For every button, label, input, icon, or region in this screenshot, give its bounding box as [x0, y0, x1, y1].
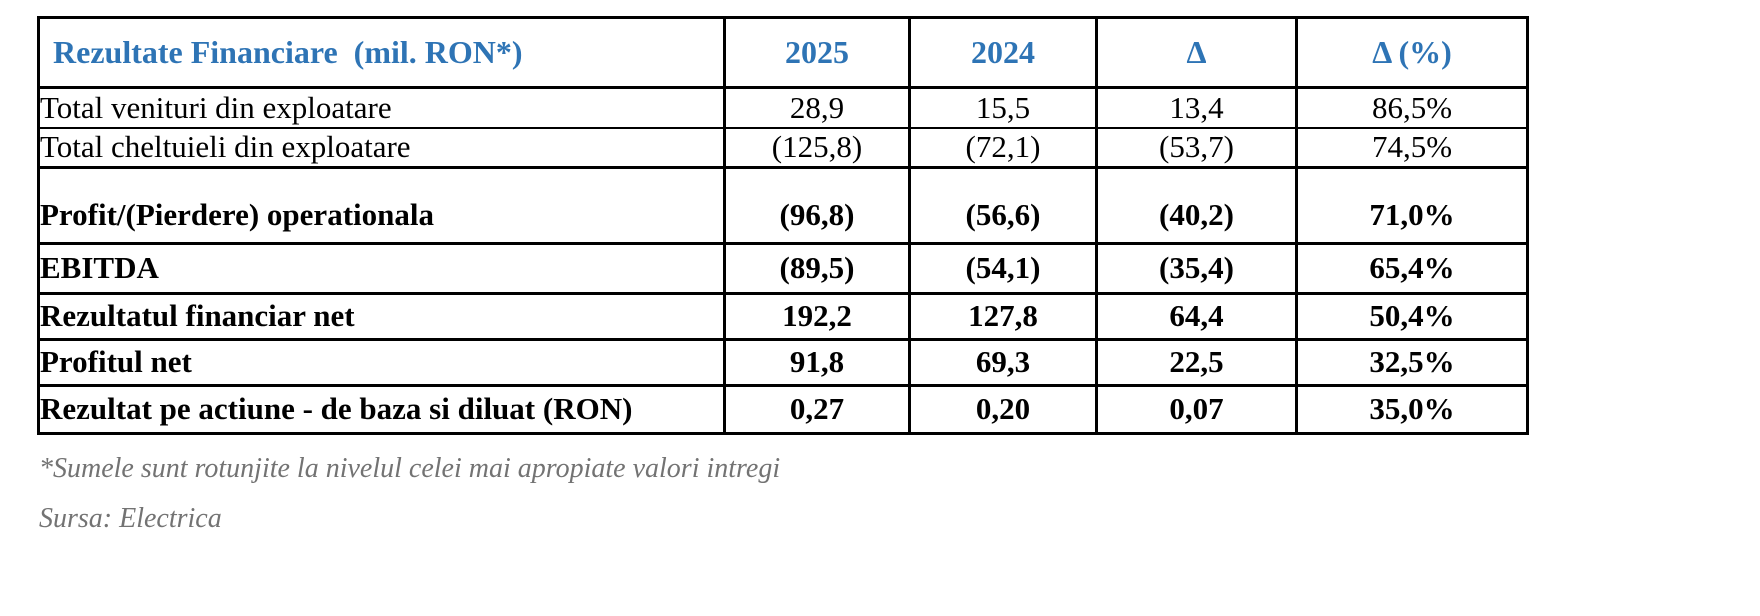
- content-area: Rezultate Financiare (mil. RON*) 2025 20…: [37, 16, 1529, 535]
- table-row: Profit/(Pierdere) operationala (96,8) (5…: [37, 166, 1529, 245]
- col-header-2025: 2025: [723, 16, 911, 89]
- table-row: Rezultatul financiar net 192,2 127,8 64,…: [37, 292, 1529, 341]
- cell-delta-pct: 65,4%: [1295, 242, 1529, 295]
- cell-2024: (72,1): [908, 126, 1098, 169]
- row-label: Total cheltuieli din exploatare: [37, 126, 726, 169]
- cell-2024: (54,1): [908, 242, 1098, 295]
- cell-delta: 64,4: [1095, 292, 1298, 341]
- cell-delta-pct: 50,4%: [1295, 292, 1529, 341]
- row-label: EBITDA: [37, 242, 726, 295]
- cell-delta: 13,4: [1095, 86, 1298, 129]
- cell-2025: (89,5): [723, 242, 911, 295]
- cell-2024: 69,3: [908, 338, 1098, 387]
- row-label: Profitul net: [37, 338, 726, 387]
- table-row: EBITDA (89,5) (54,1) (35,4) 65,4%: [37, 242, 1529, 295]
- cell-2025: 192,2: [723, 292, 911, 341]
- table-title: Rezultate Financiare (mil. RON*): [37, 16, 726, 89]
- cell-delta: (40,2): [1095, 166, 1298, 245]
- cell-2025: (96,8): [723, 166, 911, 245]
- rounding-footnote: *Sumele sunt rotunjite la nivelul celei …: [39, 453, 781, 484]
- row-label: Rezultat pe actiune - de baza si diluat …: [37, 384, 726, 435]
- cell-delta-pct: 32,5%: [1295, 338, 1529, 387]
- cell-2024: 0,20: [908, 384, 1098, 435]
- cell-2025: 28,9: [723, 86, 911, 129]
- table-row: Total venituri din exploatare 28,9 15,5 …: [37, 86, 1529, 129]
- table-row: Total cheltuieli din exploatare (125,8) …: [37, 126, 1529, 169]
- table-row: Profitul net 91,8 69,3 22,5 32,5%: [37, 338, 1529, 387]
- cell-delta: (35,4): [1095, 242, 1298, 295]
- col-header-delta: Δ: [1095, 16, 1298, 89]
- cell-delta: 22,5: [1095, 338, 1298, 387]
- cell-delta-pct: 74,5%: [1295, 126, 1529, 169]
- cell-delta: (53,7): [1095, 126, 1298, 169]
- col-header-delta-pct: Δ (%): [1295, 16, 1529, 89]
- financial-results-table: Rezultate Financiare (mil. RON*) 2025 20…: [37, 16, 1529, 435]
- cell-2025: 91,8: [723, 338, 911, 387]
- row-label: Rezultatul financiar net: [37, 292, 726, 341]
- cell-delta-pct: 71,0%: [1295, 166, 1529, 245]
- cell-delta: 0,07: [1095, 384, 1298, 435]
- cell-delta-pct: 86,5%: [1295, 86, 1529, 129]
- col-header-2024: 2024: [908, 16, 1098, 89]
- source-footnote: Sursa: Electrica: [39, 503, 222, 535]
- cell-2024: (56,6): [908, 166, 1098, 245]
- cell-2024: 127,8: [908, 292, 1098, 341]
- cell-2025: (125,8): [723, 126, 911, 169]
- row-label: Profit/(Pierdere) operationala: [37, 166, 726, 245]
- row-label: Total venituri din exploatare: [37, 86, 726, 129]
- table-row: Rezultat pe actiune - de baza si diluat …: [37, 384, 1529, 435]
- cell-2025: 0,27: [723, 384, 911, 435]
- table-header-row: Rezultate Financiare (mil. RON*) 2025 20…: [37, 16, 1529, 89]
- cell-delta-pct: 35,0%: [1295, 384, 1529, 435]
- cell-2024: 15,5: [908, 86, 1098, 129]
